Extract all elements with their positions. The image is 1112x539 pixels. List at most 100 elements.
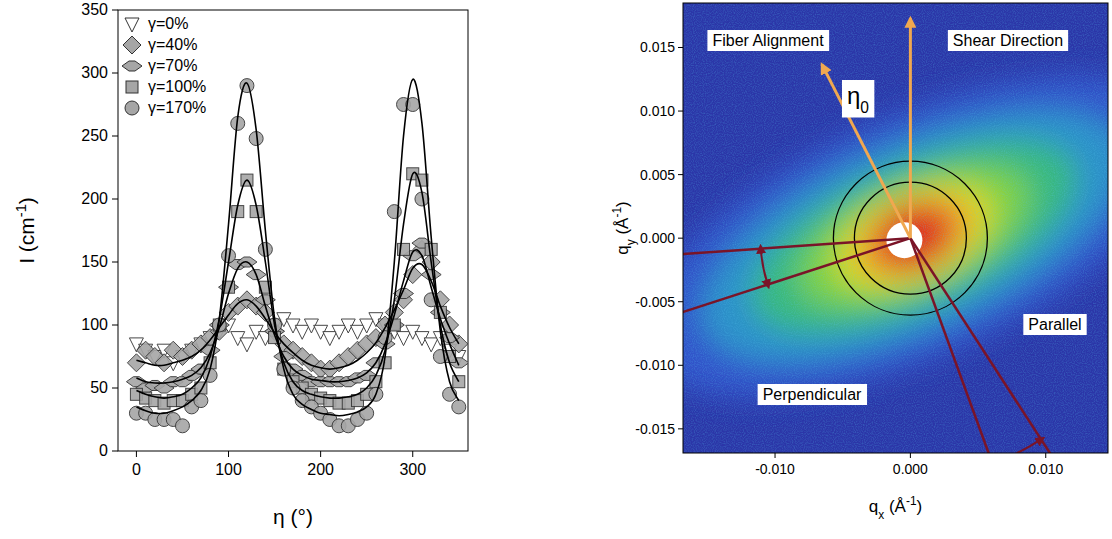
y-tick [112, 451, 118, 452]
sector-line [683, 238, 910, 423]
y-tick-label: 0.000 [640, 230, 675, 246]
y-tick [112, 73, 118, 74]
annotation-subscript: 0 [860, 99, 869, 116]
y-tick [678, 301, 683, 302]
y-tick-label: -0.010 [635, 357, 675, 373]
data-point [387, 205, 401, 219]
annotation: Shear Direction [948, 30, 1068, 51]
y-tick-label: 0.010 [640, 103, 675, 119]
label-part: q [869, 497, 878, 516]
label-part: ) [917, 497, 923, 516]
y-tick-label: 0.005 [640, 167, 675, 183]
x-tick [412, 451, 413, 457]
annotation-part: Parallel [1028, 316, 1081, 333]
data-point [175, 419, 189, 433]
right-panel: Fiber Alignment Shear Direction η0 Perpendi… [312, 3, 1112, 539]
fit-line [136, 172, 458, 398]
label-part: (Å [613, 217, 632, 239]
data-point [240, 338, 254, 352]
y-tick-label: 100 [81, 316, 108, 333]
series [127, 240, 467, 378]
y-tick [678, 428, 683, 429]
x-tick-label: 100 [215, 461, 242, 478]
sector-line [683, 238, 910, 280]
left-chart: 0501001502002503003500100200300η (°)I (c… [13, 1, 469, 528]
y-tick [678, 365, 683, 366]
x-tick [1045, 453, 1046, 458]
x-tick-label: 0 [132, 461, 141, 478]
data-point [350, 325, 364, 339]
sector-arc [761, 249, 768, 285]
y-tick-label: 300 [81, 64, 108, 81]
annotation-part: η [847, 82, 860, 109]
x-tick [136, 451, 137, 457]
label-part: (Å [884, 497, 906, 516]
annotation-text: Parallel [1028, 316, 1081, 333]
label-part: -1 [13, 204, 29, 217]
annotation-text: Shear Direction [953, 32, 1063, 49]
sector-line [910, 238, 1108, 453]
direction-arrow [909, 18, 912, 238]
y-tick-label: 50 [90, 379, 108, 396]
y-tick-label: -0.005 [635, 294, 675, 310]
y-tick [112, 199, 118, 200]
y-tick [112, 262, 118, 263]
direction-arrow [822, 64, 911, 238]
annotation-background [948, 30, 1068, 51]
sector-line [910, 238, 1108, 453]
y-tick [112, 325, 118, 326]
data-point [452, 400, 466, 414]
scattering-image [683, 3, 1108, 453]
data-point [397, 332, 411, 346]
data-point [295, 325, 309, 339]
figure: 0501001502002503003500100200300η (°)I (c… [0, 0, 1112, 539]
y-tick [678, 238, 683, 239]
x-tick [775, 453, 776, 458]
legend-label: γ=0% [148, 15, 188, 32]
label-part: η (°) [273, 505, 313, 528]
annotation-part: Shear Direction [953, 32, 1063, 49]
legend-label: γ=70% [148, 57, 197, 74]
y-tick-label: 0.015 [640, 39, 675, 55]
plot-frame [118, 10, 468, 451]
data-point [424, 338, 438, 352]
label-part: ) [613, 201, 632, 207]
x-tick-label: 0.000 [893, 461, 928, 477]
legend-label: γ=100% [148, 78, 206, 95]
legend-marker [125, 101, 139, 115]
annotation: Fiber Alignment [707, 30, 829, 51]
legend-marker [122, 61, 142, 71]
annotation: η0 [842, 80, 874, 118]
annotation-text: Perpendicular [763, 386, 862, 403]
series [126, 238, 468, 393]
series [130, 168, 464, 409]
legend-label: γ=170% [148, 99, 206, 116]
label-part: q [613, 245, 632, 254]
y-tick [678, 174, 683, 175]
image-frame [683, 3, 1108, 453]
plot-area [126, 79, 468, 433]
annotation-text: η0 [847, 82, 869, 116]
legend: γ=0% γ=40% γ=70% γ=100% γ=170% [122, 15, 206, 116]
y-tick [678, 111, 683, 112]
annotation-part: Fiber Alignment [712, 32, 824, 49]
data-point [323, 332, 337, 346]
x-axis-title: qx (Å-1) [869, 494, 922, 522]
annotation: Perpendicular [758, 384, 867, 405]
y-tick-label: 150 [81, 253, 108, 270]
data-point [332, 325, 346, 339]
x-axis-title: η (°) [273, 505, 313, 528]
fit-line [136, 264, 458, 369]
legend-label: γ=40% [148, 36, 197, 53]
annotation-background [1023, 314, 1086, 335]
y-tick-label: 200 [81, 190, 108, 207]
legend-marker [123, 36, 141, 54]
y-tick [112, 136, 118, 137]
x-tick [320, 451, 321, 457]
y-tick [678, 47, 683, 48]
data-point [360, 406, 374, 420]
annotation-part: Perpendicular [763, 386, 862, 403]
label-part: -1 [906, 494, 917, 508]
fit-line [136, 79, 458, 416]
y-tick-label: 0 [99, 442, 108, 459]
